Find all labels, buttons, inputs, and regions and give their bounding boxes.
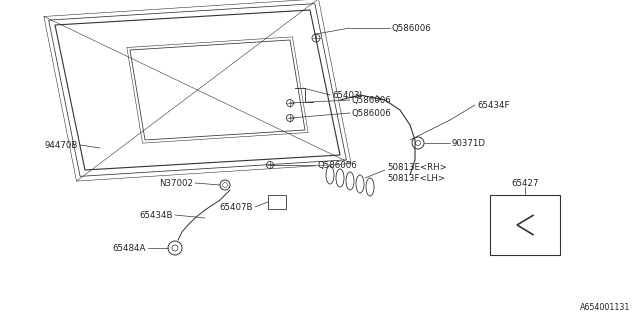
Bar	[490, 195, 560, 255]
Text: Q586006: Q586006	[352, 108, 392, 117]
Text: 65407B: 65407B	[220, 203, 253, 212]
Text: 65484A: 65484A	[113, 244, 146, 252]
Text: Q586006: Q586006	[317, 161, 356, 170]
Text: 50813E<RH>: 50813E<RH>	[387, 163, 447, 172]
Text: 65403I: 65403I	[332, 91, 362, 100]
Text: 65434F: 65434F	[477, 100, 509, 109]
Bar	[268, 195, 286, 209]
Text: A654001131: A654001131	[580, 303, 630, 312]
Text: 65434B: 65434B	[140, 211, 173, 220]
Text: Q586006: Q586006	[392, 23, 432, 33]
Text: 50813F<LH>: 50813F<LH>	[387, 173, 445, 182]
Text: 65427: 65427	[511, 179, 539, 188]
Text: Q586006: Q586006	[352, 95, 392, 105]
Text: 90371D: 90371D	[452, 139, 486, 148]
Text: N37002: N37002	[159, 179, 193, 188]
Text: 94470B: 94470B	[45, 140, 78, 149]
